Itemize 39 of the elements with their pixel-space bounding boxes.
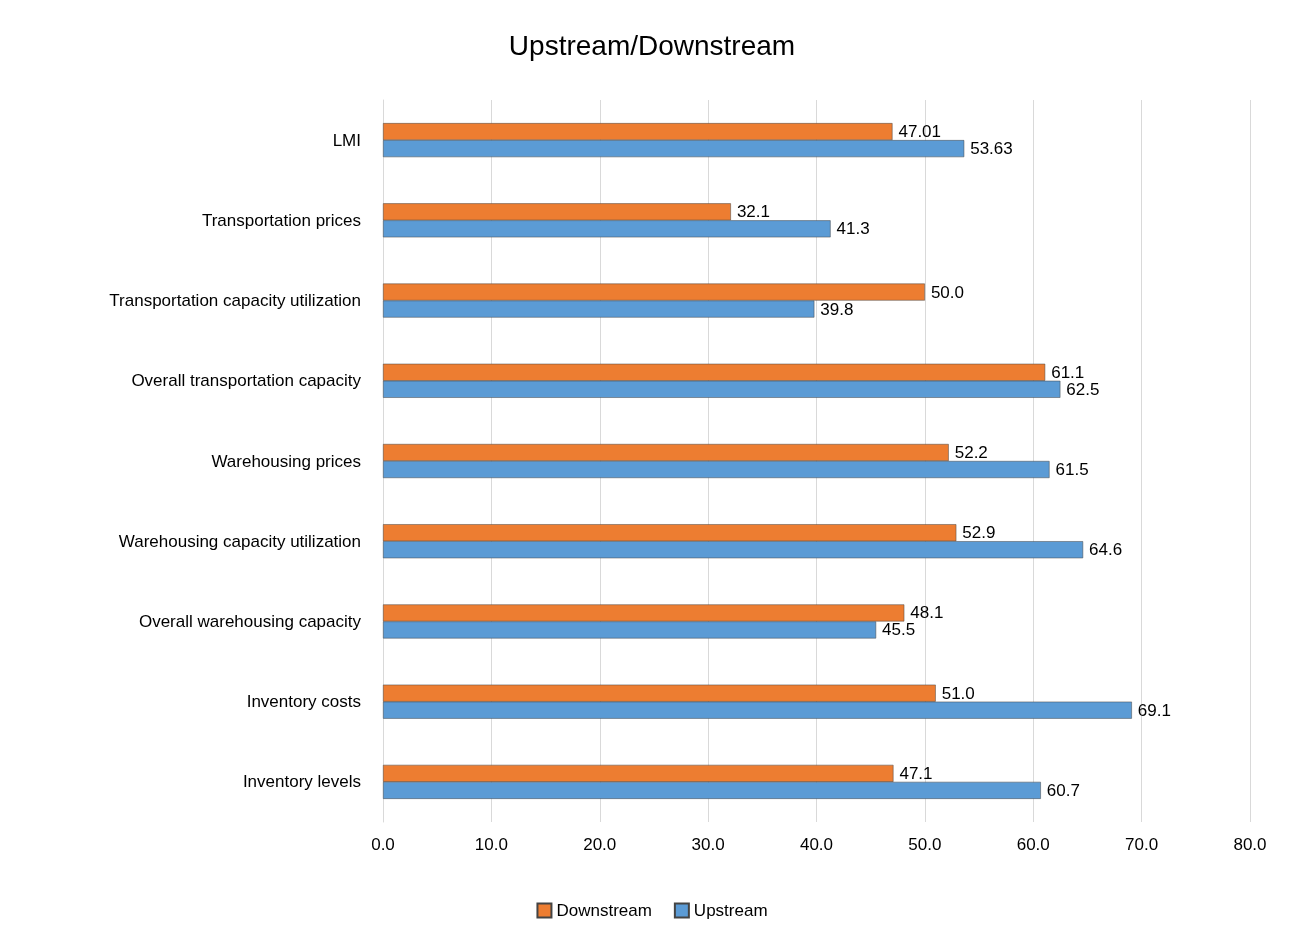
y-tick-label: Transportation capacity utilization	[109, 291, 361, 311]
data-label: 39.8	[820, 299, 854, 319]
data-label: 62.5	[1066, 379, 1100, 399]
legend-label: Upstream	[693, 901, 768, 920]
y-tick-label: Inventory costs	[246, 692, 361, 712]
data-label: 60.7	[1046, 780, 1080, 800]
x-tick-label: 0.0	[371, 835, 395, 854]
data-label: 41.3	[836, 219, 870, 239]
y-tick-label: Warehousing prices	[211, 451, 361, 471]
chart-title: Upstream/Downstream	[508, 29, 796, 61]
y-tick-label: Transportation prices	[201, 210, 361, 230]
data-label: 64.6	[1089, 540, 1123, 560]
data-label: 45.5	[882, 620, 916, 640]
y-tick-label: Overall transportation capacity	[131, 371, 362, 391]
legend-label: Downstream	[556, 901, 652, 920]
y-tick-label: LMI	[332, 130, 361, 150]
data-label: 48.1	[910, 603, 944, 623]
data-label: 69.1	[1137, 700, 1171, 720]
x-tick-label: 30.0	[691, 835, 725, 854]
x-tick-label: 70.0	[1125, 835, 1159, 854]
x-tick-label: 60.0	[1016, 835, 1050, 854]
data-label: 61.5	[1055, 460, 1089, 479]
x-tick-label: 40.0	[799, 835, 834, 854]
data-label: 61.1	[1051, 362, 1085, 382]
x-tick-label: 20.0	[583, 835, 617, 854]
x-tick-label: 10.0	[474, 835, 508, 854]
x-tick-label: 80.0	[1233, 835, 1267, 854]
data-label: 47.01	[898, 122, 942, 142]
y-tick-label: Overall warehousing capacity	[138, 611, 362, 631]
data-label: 32.1	[736, 202, 770, 222]
data-label: 52.9	[962, 523, 996, 543]
data-label: 47.1	[899, 763, 933, 783]
y-tick-label: Inventory levels	[242, 772, 361, 792]
data-label: 51.0	[941, 683, 975, 703]
y-tick-label: Warehousing capacity utilization	[118, 531, 361, 551]
x-tick-label: 50.0	[908, 835, 942, 854]
data-label: 53.63	[970, 139, 1013, 159]
data-label: 50.0	[930, 282, 964, 302]
data-label: 52.2	[954, 443, 988, 462]
